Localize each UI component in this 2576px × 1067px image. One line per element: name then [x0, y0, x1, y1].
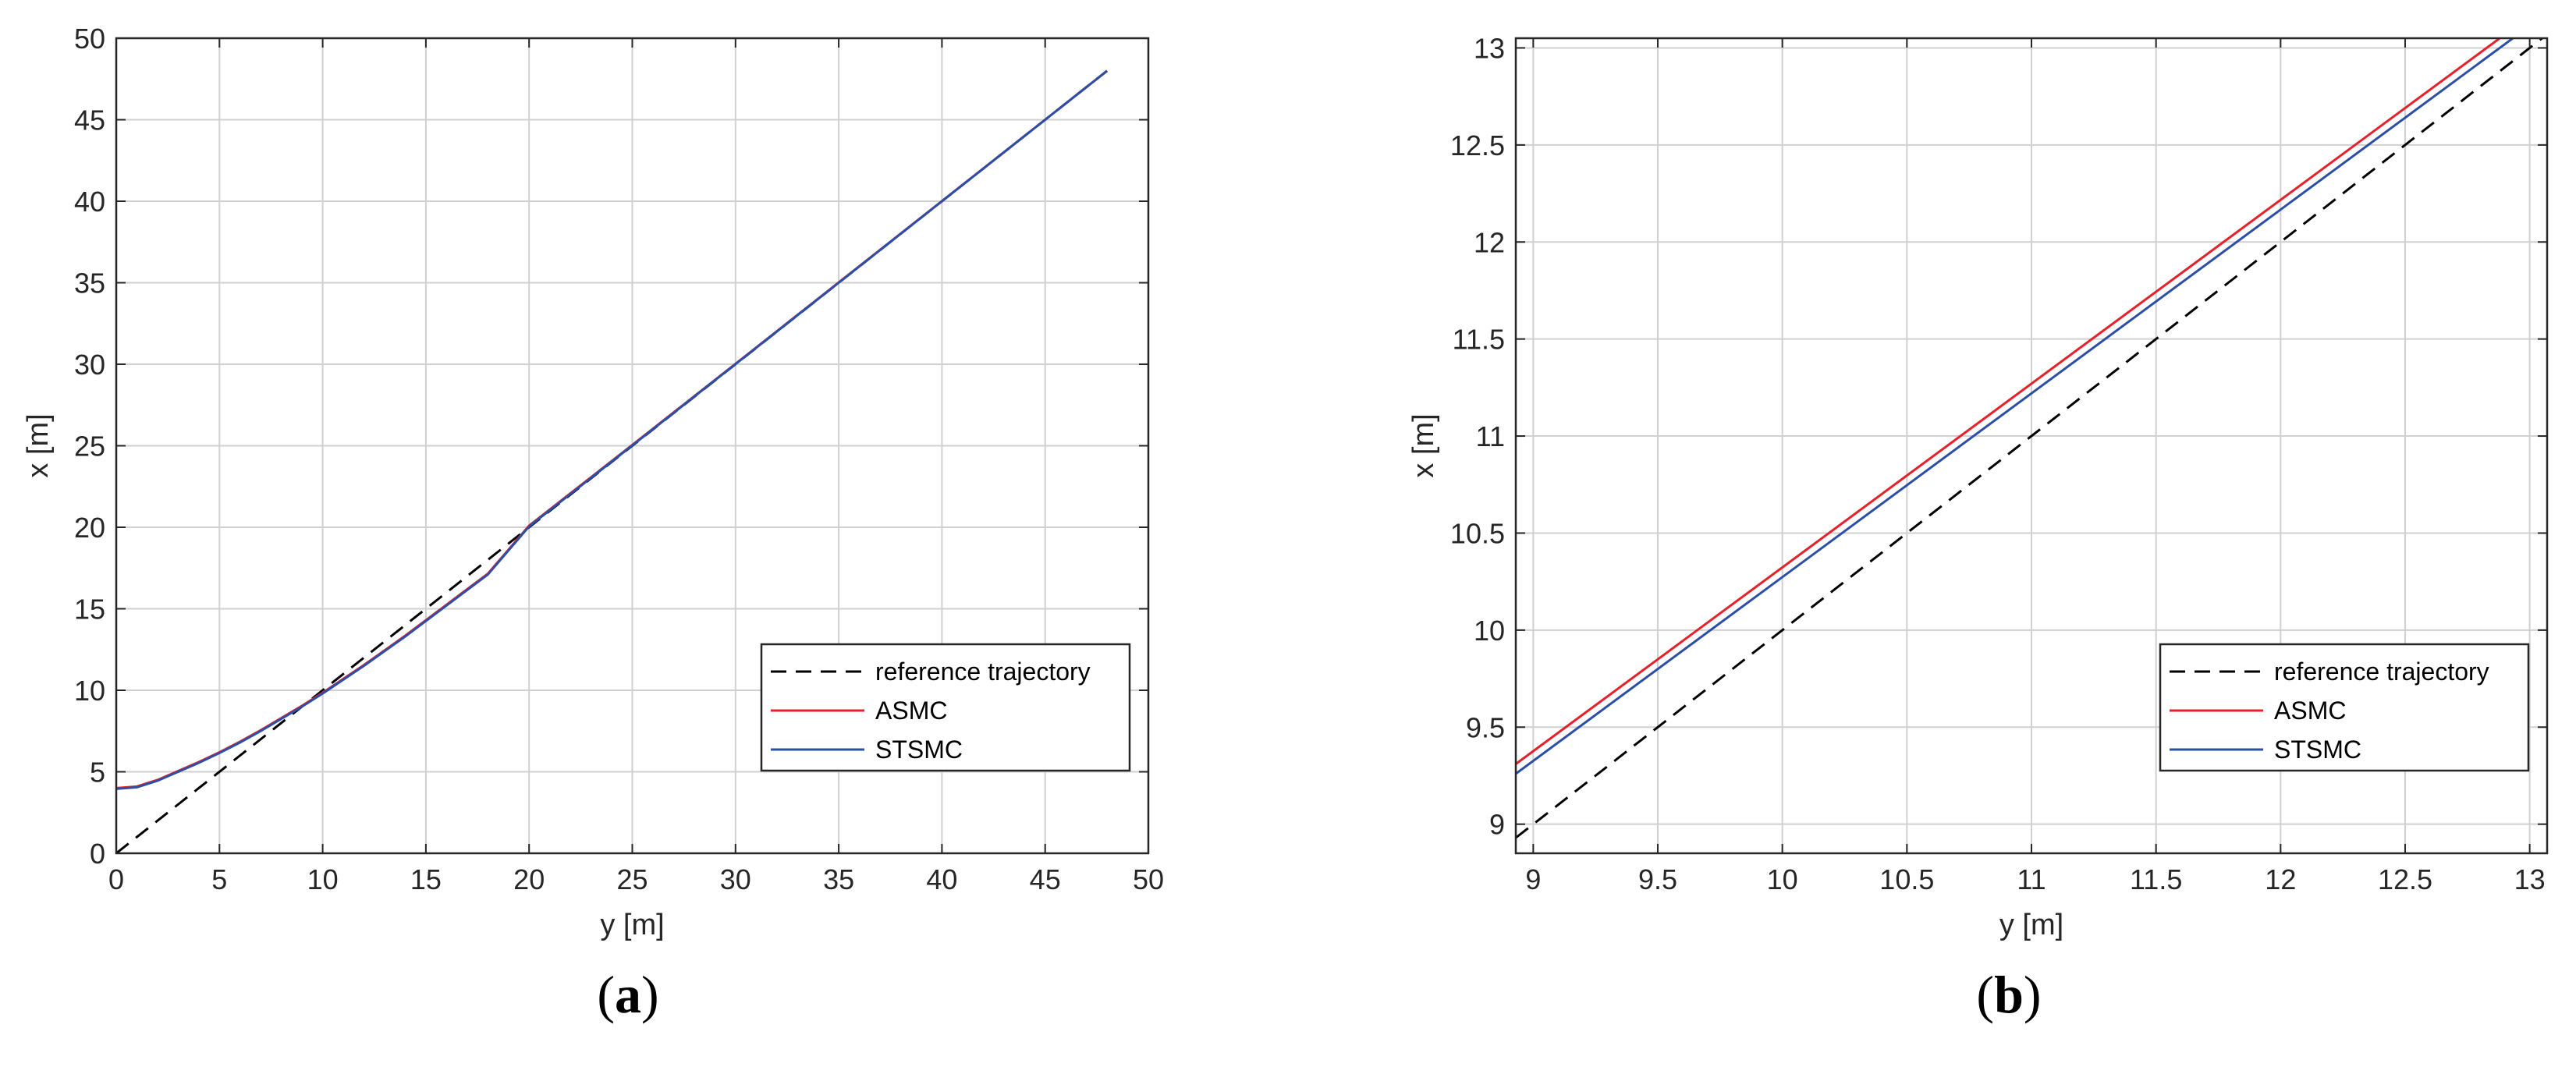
- x-tick-label: 10.5: [1879, 863, 1934, 895]
- x-tick-label: 20: [513, 863, 545, 895]
- legend: reference trajectory ASMC STSMC: [2159, 643, 2530, 772]
- x-tick-label: 40: [926, 863, 957, 895]
- x-tick-label: 10: [1767, 863, 1798, 895]
- panel-label: (b): [1976, 965, 2041, 1024]
- series-group: [1516, 38, 2545, 839]
- series-line-asmc: [1516, 38, 2502, 765]
- y-tick-label: 50: [74, 23, 105, 55]
- x-tick-label: 45: [1030, 863, 1061, 895]
- y-tick-label: 12: [1474, 226, 1505, 258]
- y-tick-label: 10: [74, 675, 105, 707]
- y-tick-label: 13: [1474, 32, 1505, 64]
- x-tick-label: 5: [211, 863, 227, 895]
- y-tick-label: 15: [74, 594, 105, 626]
- series-line-stsmc: [1516, 38, 2515, 775]
- legend: reference trajectory ASMC STSMC: [760, 643, 1131, 772]
- x-tick-label: 13: [2514, 863, 2546, 895]
- panel-label: (a): [597, 965, 658, 1024]
- y-tick-label: 9.5: [1466, 711, 1505, 743]
- x-tick-label: 10: [307, 863, 339, 895]
- x-tick-label: 35: [823, 863, 854, 895]
- x-tick-label: 12.5: [2378, 863, 2432, 895]
- x-axis-label: y [m]: [600, 909, 664, 941]
- y-tick-label: 20: [74, 512, 105, 544]
- legend-label: STSMC: [2274, 736, 2361, 764]
- y-tick-label: 25: [74, 431, 105, 463]
- y-tick-label: 11: [1476, 420, 1505, 452]
- y-tick-label: 10: [1474, 615, 1505, 647]
- y-tick-label: 11.5: [1453, 324, 1505, 356]
- y-tick-label: 40: [74, 186, 105, 218]
- y-tick-label: 45: [74, 105, 105, 136]
- y-tick-label: 5: [90, 757, 105, 789]
- x-tick-label: 9.5: [1638, 863, 1677, 895]
- legend-label: STSMC: [875, 736, 963, 764]
- y-tick-label: 9: [1489, 809, 1505, 841]
- y-tick-label: 0: [90, 838, 105, 870]
- y-axis-label: x [m]: [1407, 413, 1440, 477]
- x-tick-label: 50: [1133, 863, 1164, 895]
- x-tick-label: 12: [2265, 863, 2296, 895]
- y-tick-label: 30: [74, 349, 105, 381]
- x-tick-label: 11.5: [2130, 863, 2182, 895]
- chart-panel-a: 0 5 10 15 20 25 30 35 40 45 50 0 5 10 15 20 25 30 35 40 45 50…: [22, 23, 1164, 1024]
- x-tick-label: 15: [410, 863, 442, 895]
- x-tick-label: 9: [1525, 863, 1541, 895]
- legend-label: reference trajectory: [2274, 658, 2489, 686]
- y-tick-label: 12.5: [1450, 129, 1505, 161]
- legend-label: ASMC: [875, 697, 947, 725]
- y-tick-label: 10.5: [1450, 517, 1505, 549]
- x-axis-label: y [m]: [1999, 909, 2063, 941]
- x-tick-label: 30: [720, 863, 751, 895]
- chart-panel-b: 9 9.5 10 10.5 11 11.5 12 12.5 13 9 9.5 10 10.5 11 11.5…: [1407, 32, 2549, 1024]
- series-line-stsmc: [116, 69, 1109, 790]
- x-tick-label: 11: [2017, 863, 2046, 895]
- series-group: [116, 69, 1109, 853]
- y-tick-label: 35: [74, 268, 105, 300]
- legend-label: ASMC: [2274, 697, 2346, 725]
- legend-label: reference trajectory: [875, 658, 1091, 686]
- y-axis-label: x [m]: [22, 413, 55, 477]
- x-tick-label: 0: [108, 863, 124, 895]
- x-tick-label: 25: [616, 863, 648, 895]
- series-line-reference-trajectory: [1516, 38, 2545, 839]
